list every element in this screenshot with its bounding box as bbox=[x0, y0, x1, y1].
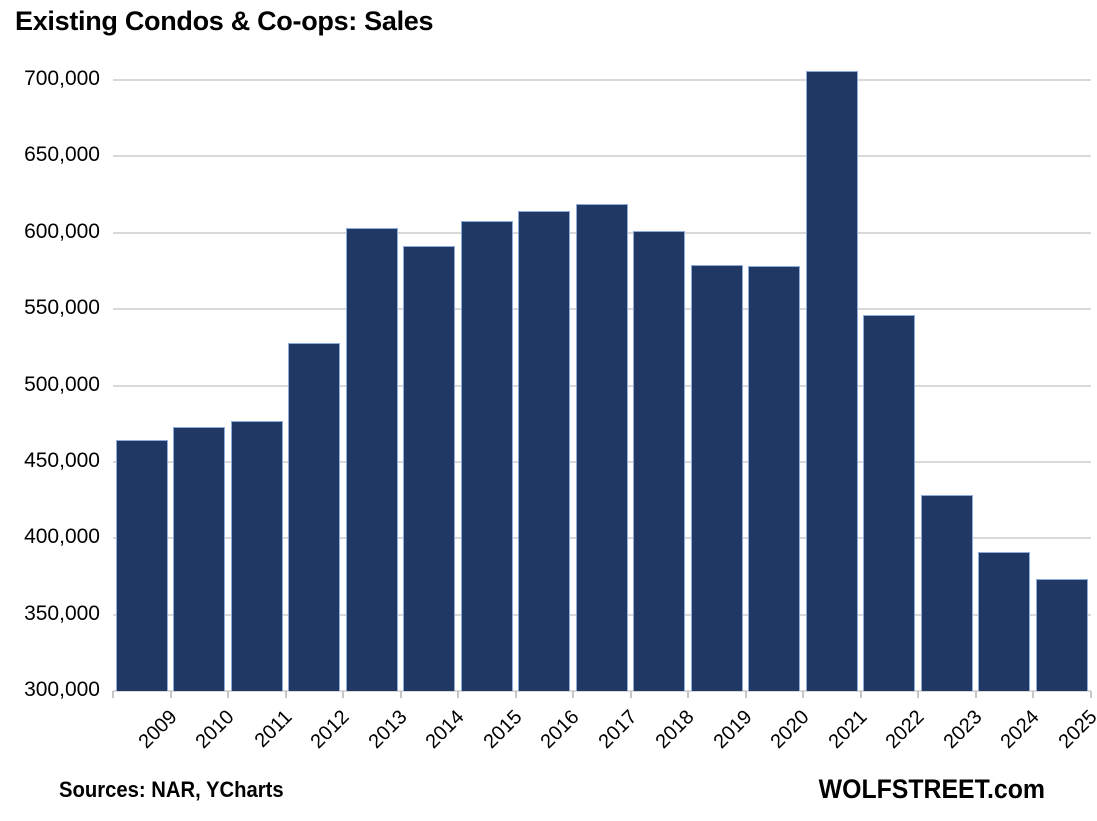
x-axis-tick-mark bbox=[1089, 691, 1092, 698]
y-axis-tick-label: 450,000 bbox=[24, 448, 100, 472]
plot-area: 300,000 350,000 400,000 450,000 500,000 550,0… bbox=[24, 67, 1097, 753]
chart-title: Existing Condos & Co-ops: Sales bbox=[15, 6, 434, 36]
bar-2019 bbox=[690, 264, 743, 691]
x-axis-tick-mark bbox=[514, 691, 517, 698]
x-axis-tick-label: 2023 bbox=[939, 706, 987, 754]
x-axis-tick-label: 2022 bbox=[881, 706, 929, 754]
x-axis-tick-label: 2014 bbox=[421, 706, 469, 754]
x-axis-tick-mark bbox=[399, 691, 402, 698]
x-axis-tick-mark bbox=[974, 691, 977, 698]
x-axis-tick-mark bbox=[917, 691, 919, 698]
y-axis-tick-label: 600,000 bbox=[24, 219, 100, 243]
bar-2018 bbox=[633, 231, 686, 691]
x-axis-tick-mark bbox=[572, 691, 574, 698]
y-axis-tick-label: 650,000 bbox=[24, 143, 100, 167]
x-axis-tick-mark bbox=[169, 691, 172, 698]
x-axis-tick-mark bbox=[802, 691, 804, 698]
bar-2014 bbox=[403, 246, 456, 691]
x-axis-tick-label: 2021 bbox=[824, 706, 872, 754]
bar-2021 bbox=[805, 70, 858, 691]
brand-label: WOLFSTREET.com bbox=[818, 774, 1045, 804]
x-axis-tick-label: 2011 bbox=[250, 706, 297, 752]
x-axis-tick-label: 2019 bbox=[709, 706, 757, 754]
x-axis-tick-label: 2025 bbox=[1054, 706, 1097, 754]
bar-2025 bbox=[1035, 579, 1088, 691]
x-axis-tick-mark bbox=[284, 691, 287, 698]
gridline bbox=[113, 690, 1091, 692]
x-axis-tick-label: 2018 bbox=[651, 706, 699, 754]
x-axis-tick-mark bbox=[859, 691, 862, 698]
y-axis-tick-label: 700,000 bbox=[24, 67, 100, 90]
x-axis-tick-label: 2024 bbox=[996, 706, 1044, 754]
x-axis-tick-label: 2009 bbox=[134, 706, 182, 754]
bar-2023 bbox=[920, 495, 973, 691]
x-axis-tick-label: 2020 bbox=[766, 706, 814, 754]
x-axis-tick-mark bbox=[112, 691, 114, 698]
bar-2010 bbox=[173, 426, 226, 691]
x-axis-tick-mark bbox=[227, 691, 229, 698]
bar-2017 bbox=[575, 203, 628, 691]
x-axis-tick-label: 2013 bbox=[364, 706, 412, 754]
x-axis-tick-label: 2012 bbox=[306, 706, 354, 754]
x-axis-tick-mark bbox=[457, 691, 459, 698]
y-axis-tick-label: 500,000 bbox=[24, 372, 100, 396]
y-axis-tick-label: 400,000 bbox=[24, 525, 100, 549]
bar-2024 bbox=[978, 551, 1031, 691]
x-axis-tick-mark bbox=[342, 691, 344, 698]
bar-2016 bbox=[518, 211, 571, 691]
bar-2022 bbox=[863, 315, 916, 691]
bar-2009 bbox=[115, 440, 168, 691]
bar-2012 bbox=[288, 342, 341, 691]
bar-2013 bbox=[345, 228, 398, 691]
x-axis-tick-mark bbox=[1032, 691, 1034, 698]
y-axis-tick-label: 300,000 bbox=[24, 678, 100, 701]
y-axis-tick-label: 550,000 bbox=[24, 296, 100, 320]
x-axis-tick-label: 2016 bbox=[536, 706, 584, 754]
x-axis-tick-label: 2015 bbox=[479, 706, 527, 754]
gridline bbox=[113, 79, 1091, 81]
x-axis-tick-label: 2010 bbox=[191, 706, 239, 754]
bar-2011 bbox=[230, 420, 283, 691]
x-axis-tick-mark bbox=[629, 691, 632, 698]
sources-label: Sources: NAR, YCharts bbox=[59, 777, 284, 802]
bar-2015 bbox=[460, 220, 513, 691]
y-axis-tick-label: 350,000 bbox=[24, 601, 100, 625]
gridline bbox=[113, 155, 1091, 158]
x-axis-tick-mark bbox=[744, 691, 747, 698]
bar-2020 bbox=[748, 266, 801, 691]
x-axis-tick-mark bbox=[687, 691, 689, 698]
x-axis-tick-label: 2017 bbox=[594, 706, 642, 754]
